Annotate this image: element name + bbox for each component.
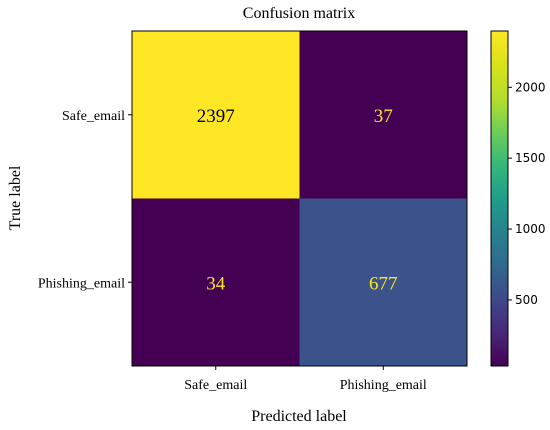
colorbar-tick-label: 1000 xyxy=(515,222,546,236)
chart-title: Confusion matrix xyxy=(243,5,355,22)
colorbar-tick-label: 1500 xyxy=(515,151,546,165)
colorbar: 500 1000 1500 2000 xyxy=(490,30,546,367)
colorbar-ticks: 500 1000 1500 2000 xyxy=(508,80,546,307)
colorbar-tick-label: 500 xyxy=(515,293,538,307)
matrix-cell xyxy=(299,31,467,199)
cell-value-label: 34 xyxy=(206,273,226,294)
x-tick-label: Phishing_email xyxy=(340,378,427,393)
x-tick-label: Safe_email xyxy=(184,378,247,393)
y-tick-label: Phishing_email xyxy=(38,276,125,291)
matrix-cell xyxy=(132,31,300,199)
cell-value-label: 2397 xyxy=(197,106,235,127)
cell-value-label: 677 xyxy=(369,273,398,294)
matrix-cell xyxy=(299,198,467,366)
x-axis-label: Predicted label xyxy=(251,408,347,425)
x-axis-ticks: Safe_email Phishing_email xyxy=(184,366,427,393)
plot-frame xyxy=(131,30,468,367)
colorbar-tick-label: 2000 xyxy=(515,80,546,94)
y-axis-ticks: Safe_email Phishing_email xyxy=(38,109,132,291)
matrix-cell xyxy=(132,198,300,366)
colorbar-gradient xyxy=(490,30,509,367)
cell-value-label: 37 xyxy=(374,106,393,127)
y-axis-label: True label xyxy=(7,165,24,230)
y-tick-label: Safe_email xyxy=(62,109,125,124)
matrix-cells xyxy=(132,31,467,366)
matrix-cell-labels: 2397 37 34 677 xyxy=(197,106,398,295)
